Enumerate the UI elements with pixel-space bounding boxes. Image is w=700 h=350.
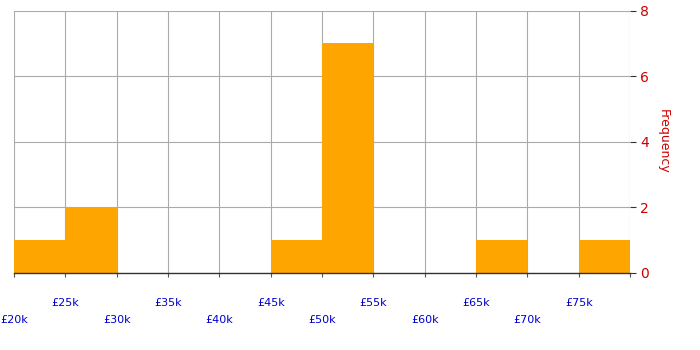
Text: £70k: £70k [514, 315, 541, 325]
Text: £75k: £75k [565, 298, 592, 308]
Bar [322, 43, 373, 273]
Bar [65, 207, 117, 273]
Text: £20k: £20k [0, 315, 28, 325]
Text: £60k: £60k [411, 315, 438, 325]
Text: £35k: £35k [154, 298, 182, 308]
Bar [271, 240, 322, 273]
Bar [14, 240, 65, 273]
Text: £65k: £65k [462, 298, 490, 308]
Text: £25k: £25k [52, 298, 79, 308]
Text: £40k: £40k [206, 315, 233, 325]
Text: £50k: £50k [308, 315, 336, 325]
Bar [476, 240, 527, 273]
Bar [579, 240, 630, 273]
Y-axis label: Frequency: Frequency [657, 109, 670, 174]
Text: £55k: £55k [360, 298, 387, 308]
Text: £45k: £45k [257, 298, 284, 308]
Text: £30k: £30k [103, 315, 130, 325]
